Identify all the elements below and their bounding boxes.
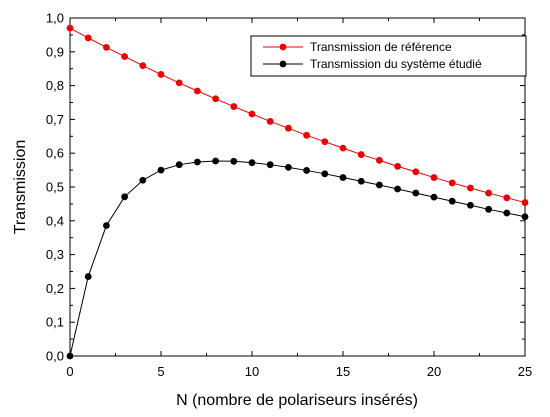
data-point-series-0: [194, 87, 201, 95]
data-point-series-0: [303, 131, 310, 139]
x-tick-label: 0: [66, 364, 73, 379]
y-tick-label: 0,8: [46, 78, 64, 93]
data-point-series-0: [248, 110, 256, 118]
y-tick-label: 0,6: [46, 146, 64, 161]
x-tick-label: 5: [157, 364, 164, 379]
legend-box: [250, 35, 527, 77]
x-tick-label: 25: [518, 364, 532, 379]
series-layer: [66, 24, 529, 360]
x-tick-label: 20: [427, 364, 441, 379]
data-point-series-1: [175, 161, 183, 169]
y-tick-label: 0,2: [46, 281, 64, 296]
data-point-series-1: [339, 174, 347, 181]
data-point-series-0: [175, 79, 183, 87]
data-point-series-1: [194, 158, 201, 166]
data-point-series-1: [266, 161, 274, 169]
data-point-series-1: [376, 181, 383, 189]
data-point-series-1: [84, 273, 92, 280]
data-point-series-0: [157, 71, 165, 78]
data-point-series-0: [376, 156, 383, 164]
legend-marker-reference: [279, 43, 287, 51]
data-point-series-0: [139, 62, 147, 70]
data-point-series-1: [285, 163, 292, 171]
data-point-series-0: [266, 118, 274, 125]
y-tick-label: 1,0: [46, 11, 64, 26]
data-point-series-1: [412, 189, 420, 197]
data-point-series-0: [430, 174, 438, 181]
y-tick-label: 0,0: [46, 349, 64, 364]
y-tick-label: 0,3: [46, 247, 64, 262]
data-point-series-1: [139, 176, 147, 184]
data-point-series-0: [448, 179, 456, 187]
data-point-series-0: [321, 138, 329, 146]
data-point-series-0: [394, 162, 401, 170]
data-point-series-0: [212, 95, 220, 103]
y-tick-label: 0,4: [46, 213, 64, 228]
y-tick-label: 0,1: [46, 315, 64, 330]
data-point-series-0: [521, 199, 529, 206]
data-point-series-1: [248, 159, 256, 167]
data-point-series-1: [303, 167, 310, 174]
data-point-series-0: [503, 194, 511, 202]
legend-marker-system: [279, 60, 287, 68]
legend: Transmission de référence Transmission d…: [250, 35, 527, 77]
data-point-series-0: [357, 151, 365, 158]
data-point-series-1: [357, 177, 365, 185]
data-point-series-1: [485, 205, 492, 213]
data-point-series-0: [285, 124, 292, 132]
data-point-series-1: [212, 157, 220, 165]
data-point-series-0: [230, 103, 238, 110]
x-axis-label: N (nombre de polariseurs insérés): [176, 392, 418, 409]
data-point-series-1: [157, 166, 165, 174]
data-point-series-0: [121, 53, 128, 60]
data-point-series-1: [230, 157, 238, 165]
data-point-series-1: [503, 209, 511, 217]
data-point-series-1: [121, 193, 128, 201]
data-point-series-1: [467, 201, 474, 209]
series-line-1: [69, 160, 526, 357]
legend-label-reference: Transmission de référence: [310, 40, 452, 54]
axes-layer: 0 5 10 15 20 25 0,0 0,1 0,2 0,3 0,4 0,5 0,6 0,7 0,8 0,9…: [46, 11, 532, 380]
data-point-series-1: [394, 185, 401, 193]
data-point-series-1: [448, 197, 456, 205]
data-point-series-0: [103, 44, 110, 51]
data-point-series-1: [321, 170, 329, 178]
data-point-series-0: [84, 34, 92, 42]
data-point-series-0: [412, 168, 420, 176]
data-point-series-0: [467, 184, 474, 192]
x-tick-label: 10: [245, 364, 259, 379]
data-point-series-1: [103, 222, 110, 229]
y-tick-label: 0,5: [46, 180, 64, 195]
legend-label-system: Transmission du système étudié: [310, 57, 482, 71]
y-axis-label: Transmission: [12, 140, 29, 235]
data-point-series-0: [339, 144, 347, 152]
x-tick-label: 15: [336, 364, 350, 379]
data-point-series-1: [66, 352, 74, 360]
data-point-series-0: [66, 24, 74, 32]
data-point-series-0: [485, 189, 492, 197]
data-point-series-1: [521, 213, 529, 221]
data-point-series-1: [430, 193, 438, 201]
y-tick-label: 0,7: [46, 112, 64, 127]
y-tick-label: 0,9: [46, 44, 64, 59]
